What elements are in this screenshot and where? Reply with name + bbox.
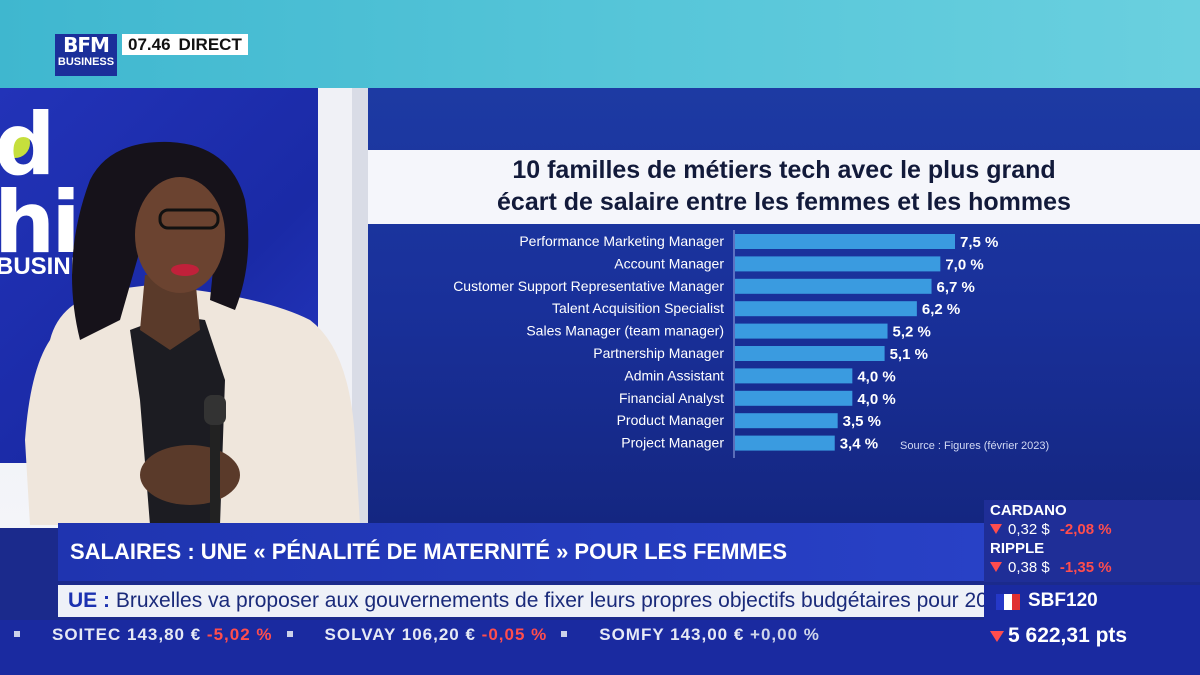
bar <box>735 256 940 271</box>
ticker-change: +0,00 % <box>750 625 820 644</box>
presenter <box>20 140 365 525</box>
ticker-price: 143,00 € <box>670 625 750 644</box>
index-value: 5 622,31 pts <box>1008 624 1127 648</box>
index-name: SBF120 <box>1028 590 1098 612</box>
live-label: DIRECT <box>179 35 242 54</box>
ticker-price: 106,20 € <box>402 625 482 644</box>
category-label: Account Manager <box>614 255 724 271</box>
crypto-price-2: 0,38 $ <box>1008 559 1050 576</box>
bar <box>735 391 852 406</box>
bar-value-label: 5,2 % <box>893 324 931 341</box>
bar-value-label: 6,7 % <box>937 279 975 296</box>
news-ticker: UE : Bruxelles va proposer aux gouvernem… <box>58 585 984 617</box>
bar <box>735 413 838 428</box>
chart-panel: 10 familles de métiers tech avec le plus… <box>368 88 1200 528</box>
bar <box>735 324 888 339</box>
bar <box>735 234 955 249</box>
ticker-separator <box>561 631 567 637</box>
category-label: Partnership Manager <box>593 345 724 361</box>
bfm-business-logo: BFM BUSINESS <box>55 34 117 76</box>
category-label: Financial Analyst <box>619 390 724 406</box>
bar-value-label: 4,0 % <box>857 391 895 408</box>
presenter-lips <box>171 264 199 276</box>
bar-value-label: 3,4 % <box>840 436 878 453</box>
bar-chart: Performance Marketing Manager 7,5 % Accoun… <box>368 88 1200 528</box>
headline-banner: SALAIRES : UNE « PÉNALITÉ DE MATERNITÉ »… <box>58 523 984 581</box>
logo-top-text: BFM <box>55 35 117 55</box>
ticker-separator <box>287 631 293 637</box>
crypto-box: CARDANO 0,32 $ -2,08 % RIPPLE 0,38 $ -1,… <box>984 500 1200 582</box>
bottom-strip <box>0 650 984 675</box>
index-box: SBF120 5 622,31 pts <box>984 585 1200 675</box>
live-clock: 07.46 DIRECT <box>122 34 248 55</box>
news-ticker-label: UE : <box>68 589 110 612</box>
crypto-change-2: -1,35 % <box>1060 559 1112 576</box>
ticker-separator <box>14 631 20 637</box>
crypto-change-1: -2,08 % <box>1060 521 1112 538</box>
ticker-item: SOMFY 143,00 € +0,00 % <box>599 620 820 650</box>
category-label: Product Manager <box>617 412 725 428</box>
category-label: Admin Assistant <box>624 367 724 383</box>
microphone <box>204 395 226 425</box>
bar-value-label: 7,5 % <box>960 234 998 251</box>
ticker-item: SOLVAY 106,20 € -0,05 % <box>325 620 548 650</box>
ticker-change: -5,02 % <box>207 625 273 644</box>
bar <box>735 301 917 316</box>
bar <box>735 346 885 361</box>
category-label: Project Manager <box>621 435 724 451</box>
down-arrow-icon <box>990 562 1002 572</box>
category-label: Sales Manager (team manager) <box>526 323 724 339</box>
ticker-name: SOITEC <box>52 625 127 644</box>
crypto-name-2: RIPPLE <box>990 540 1044 557</box>
presenter-hands <box>140 445 240 505</box>
bar <box>735 368 852 383</box>
down-arrow-icon <box>990 631 1004 642</box>
category-label: Talent Acquisition Specialist <box>552 300 724 316</box>
category-label: Customer Support Representative Manager <box>453 278 724 294</box>
crypto-quote-2: 0,38 $ -1,35 % <box>990 559 1112 576</box>
bar-value-label: 5,1 % <box>890 346 928 363</box>
france-flag-icon <box>996 594 1020 610</box>
crypto-quote-1: 0,32 $ -2,08 % <box>990 521 1112 538</box>
category-label: Performance Marketing Manager <box>519 233 724 249</box>
bar-value-label: 3,5 % <box>843 413 881 430</box>
logo-bottom-text: BUSINESS <box>55 57 117 68</box>
ticker-name: SOMFY <box>599 625 670 644</box>
bar-value-label: 6,2 % <box>922 301 960 318</box>
bar-value-label: 7,0 % <box>945 256 983 273</box>
bar-value-label: 4,0 % <box>857 368 895 385</box>
chart-source: Source : Figures (février 2023) <box>900 440 1049 452</box>
stock-ticker: SOITEC 143,80 € -5,02 % SOLVAY 106,20 € -… <box>0 620 984 650</box>
bar <box>735 279 932 294</box>
crypto-name-1: CARDANO <box>990 502 1067 519</box>
down-arrow-icon <box>990 524 1002 534</box>
news-ticker-text: Bruxelles va proposer aux gouvernements … <box>110 589 984 612</box>
ticker-price: 143,80 € <box>127 625 207 644</box>
ticker-name: SOLVAY <box>325 625 402 644</box>
ticker-item: SOITEC 143,80 € -5,02 % <box>52 620 273 650</box>
ticker-change: -0,05 % <box>482 625 548 644</box>
crypto-price-1: 0,32 $ <box>1008 521 1050 538</box>
clock-time: 07.46 <box>128 35 171 54</box>
bar <box>735 436 835 451</box>
